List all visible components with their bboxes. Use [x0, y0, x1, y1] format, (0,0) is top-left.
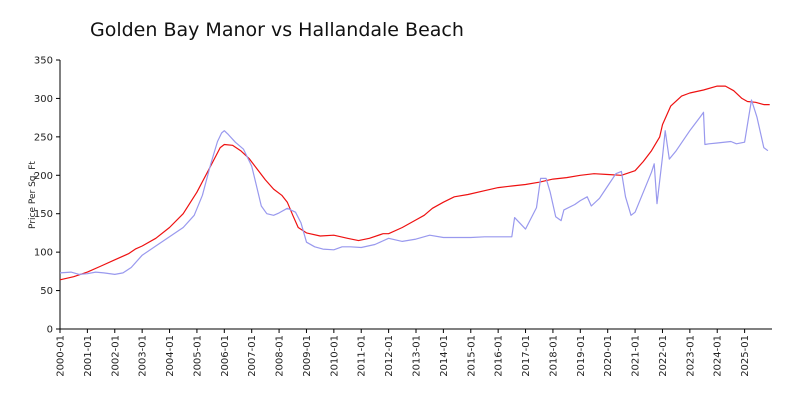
x-tick-label: 2020-01: [603, 335, 614, 377]
x-tick-label: 2000-01: [56, 335, 67, 377]
y-axis-label: Price Per Sq. Ft: [28, 161, 38, 229]
x-tick-label: 2012-01: [384, 335, 395, 377]
x-tick-label: 2007-01: [247, 335, 258, 377]
y-tick-label: 150: [34, 209, 53, 220]
x-tick-label: 2011-01: [357, 335, 368, 377]
x-tick-label: 2017-01: [521, 335, 532, 377]
x-tick-label: 2009-01: [302, 335, 313, 377]
series-line-1: [59, 85, 770, 281]
x-tick-label: 2002-01: [110, 335, 121, 377]
chart-title: Golden Bay Manor vs Hallandale Beach: [90, 19, 464, 41]
y-tick-label: 0: [47, 325, 53, 336]
x-tick-label: 2008-01: [275, 335, 286, 377]
x-tick-label: 2010-01: [329, 335, 340, 377]
x-tick-label: 2001-01: [83, 335, 94, 377]
x-tick-label: 2022-01: [658, 335, 669, 377]
plot-area: 0 50 100 150 200 250 300 350 2000-01 2001-01 2002-…: [34, 56, 772, 377]
x-tick-label: 2025-01: [740, 335, 751, 377]
x-tick-label: 2015-01: [466, 335, 477, 377]
y-tick-label: 50: [40, 286, 53, 297]
x-tick-label: 2003-01: [138, 335, 149, 377]
y-tick-label: 100: [34, 248, 53, 259]
x-tick-label: 2006-01: [220, 335, 231, 377]
x-tick-label: 2021-01: [631, 335, 642, 377]
x-tick-label: 2016-01: [494, 335, 505, 377]
x-tick-label: 2005-01: [192, 335, 203, 377]
x-tick-label: 2004-01: [165, 335, 176, 377]
x-tick-label: 2014-01: [439, 335, 450, 377]
x-tick-label: 2019-01: [576, 335, 587, 377]
x-tick-label: 2024-01: [713, 335, 724, 377]
y-tick-label: 200: [34, 171, 53, 182]
series-line-2: [59, 99, 769, 275]
x-tick-label: 2013-01: [412, 335, 423, 377]
y-tick-label: 350: [34, 56, 53, 67]
x-tick-label: 2018-01: [548, 335, 559, 377]
y-tick-label: 250: [34, 132, 53, 143]
y-tick-label: 300: [34, 94, 53, 105]
x-tick-label: 2023-01: [685, 335, 696, 377]
